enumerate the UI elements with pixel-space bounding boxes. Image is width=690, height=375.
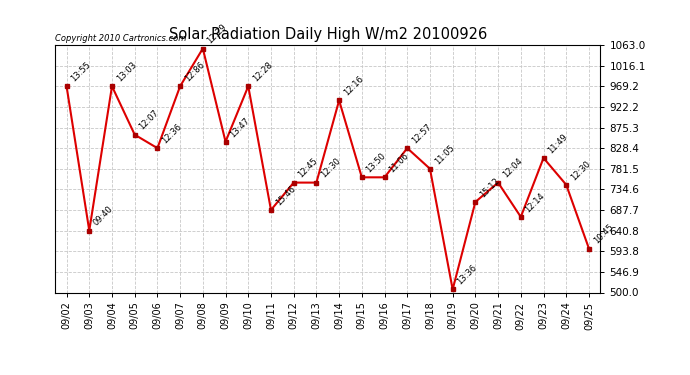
Text: Copyright 2010 Cartronics.com: Copyright 2010 Cartronics.com	[55, 33, 186, 42]
Text: 12:45: 12:45	[297, 157, 319, 180]
Text: 13:55: 13:55	[69, 60, 92, 84]
Text: 12:04: 12:04	[501, 157, 524, 180]
Text: 12:16: 12:16	[342, 74, 365, 98]
Title: Solar Radiation Daily High W/m2 20100926: Solar Radiation Daily High W/m2 20100926	[168, 27, 487, 42]
Text: 13:47: 13:47	[228, 116, 252, 139]
Text: 12:86: 12:86	[183, 60, 206, 84]
Text: 11:06: 11:06	[387, 151, 411, 174]
Text: 13:03: 13:03	[115, 60, 138, 84]
Text: 12:07: 12:07	[137, 109, 161, 132]
Text: 12:28: 12:28	[251, 60, 275, 84]
Text: 12:14: 12:14	[524, 191, 546, 214]
Text: 12:30: 12:30	[569, 159, 592, 182]
Text: 12:29: 12:29	[206, 22, 229, 46]
Text: 10:45: 10:45	[592, 223, 615, 246]
Text: 13:36: 13:36	[455, 263, 479, 286]
Text: 12:30: 12:30	[319, 157, 342, 180]
Text: 11:05: 11:05	[433, 143, 456, 166]
Text: 11:49: 11:49	[546, 132, 569, 155]
Text: 09:40: 09:40	[92, 205, 115, 228]
Text: 13:50: 13:50	[364, 151, 388, 174]
Text: 12:57: 12:57	[410, 122, 433, 146]
Text: 12:36: 12:36	[160, 122, 184, 146]
Text: 15:12: 15:12	[478, 176, 502, 199]
Text: 15:46: 15:46	[274, 184, 297, 207]
